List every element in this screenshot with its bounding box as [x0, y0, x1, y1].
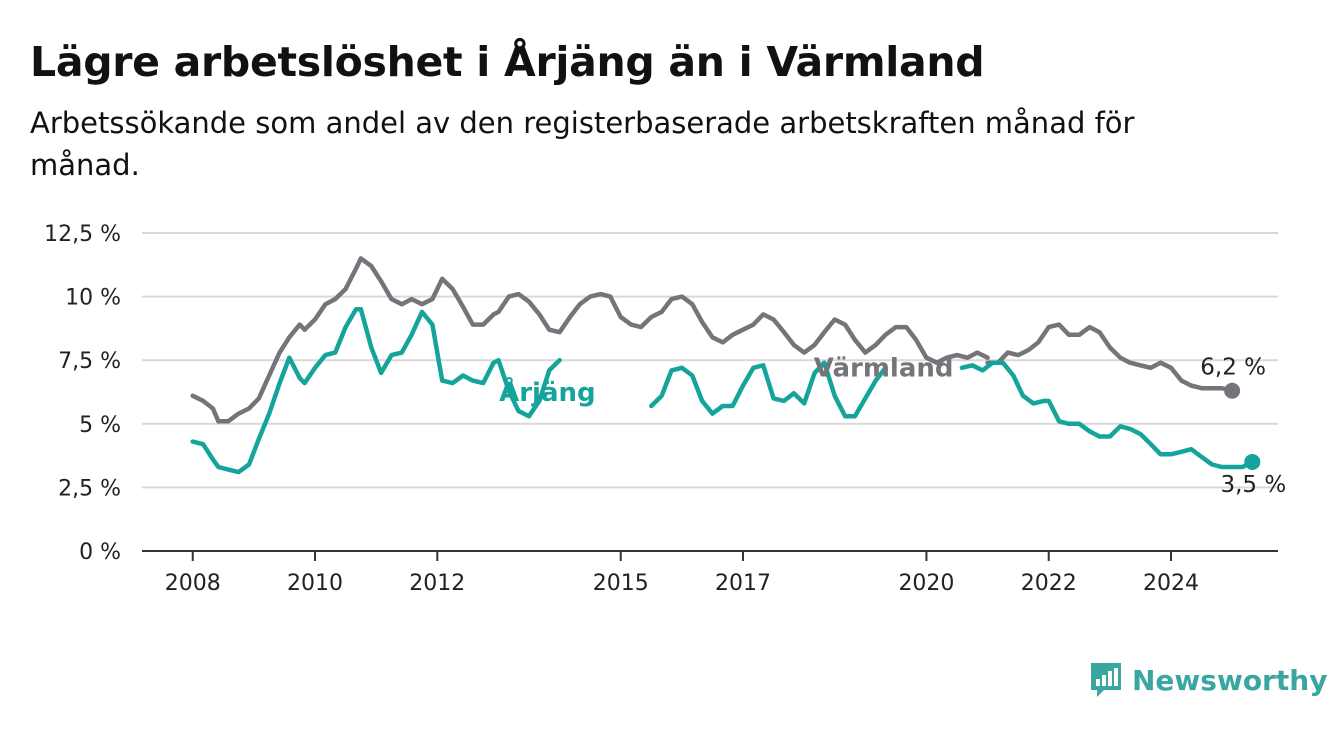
y-tick-label: 10 % — [65, 286, 121, 311]
x-tick-label: 2012 — [409, 571, 465, 596]
series-labels: 6,2 % 3,5 % Värmland Årjäng — [499, 354, 1286, 498]
y-tick-label: 12,5 % — [44, 222, 121, 247]
y-tick-label: 7,5 % — [58, 349, 121, 374]
series-lines — [190, 256, 1261, 475]
x-tick-label: 2008 — [165, 571, 221, 596]
y-axis-ticks: 0 % 2,5 % 5 % 7,5 % 10 % 12,5 % — [44, 222, 121, 565]
x-tick-label: 2020 — [898, 571, 954, 596]
series-name-label: Värmland — [814, 354, 954, 384]
series-line-1-0 — [190, 307, 562, 475]
series-line-1-2 — [959, 360, 1255, 470]
series-line-0-0 — [190, 256, 990, 424]
x-tick-label: 2024 — [1143, 571, 1199, 596]
newsworthy-logo: Newsworthy — [1088, 660, 1327, 700]
y-tick-label: 2,5 % — [58, 476, 121, 501]
series-end-point — [1224, 382, 1241, 399]
series-line-0-1 — [985, 322, 1235, 393]
series-end-label: 3,5 % — [1220, 472, 1286, 498]
x-tick-label: 2010 — [287, 571, 343, 596]
y-tick-label: 5 % — [79, 413, 121, 438]
x-tick-label: 2017 — [715, 571, 771, 596]
series-name-label: Årjäng — [499, 376, 596, 408]
x-axis-ticks: 2008 2010 2012 2015 2017 2020 2022 2024 — [165, 551, 1199, 596]
chart-subtitle: Arbetssökande som andel av den registerb… — [30, 106, 1135, 182]
x-tick-label: 2015 — [593, 571, 649, 596]
x-tick-label: 2022 — [1021, 571, 1077, 596]
bar-chart-logo-icon — [1091, 663, 1121, 697]
gridlines — [142, 232, 1278, 489]
series-line-1-1 — [649, 360, 888, 419]
series-end-point — [1244, 453, 1261, 470]
chart-title: Lägre arbetslöshet i Årjäng än i Värmlan… — [30, 38, 985, 86]
series-end-label: 6,2 % — [1200, 355, 1266, 381]
y-tick-label: 0 % — [79, 540, 121, 565]
logo-text: Newsworthy — [1132, 663, 1328, 697]
